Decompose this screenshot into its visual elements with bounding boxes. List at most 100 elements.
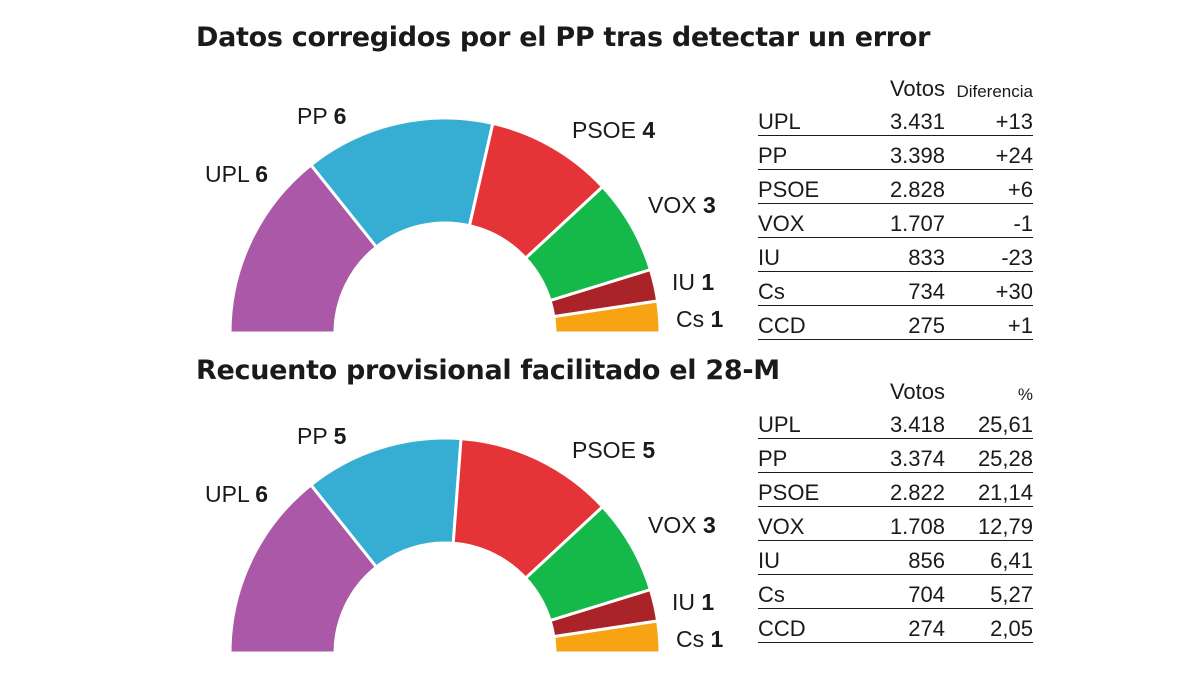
party-cell: IU (758, 237, 833, 272)
party-cell: UPL (758, 405, 833, 439)
party-name: IU (672, 269, 701, 295)
votes-cell: 1.708 (833, 506, 945, 541)
value-cell: 5,27 (945, 574, 1033, 609)
votes-cell: 2.822 (833, 472, 945, 507)
table-row-iu: IU 856 6,41 (758, 540, 1033, 575)
seat-label-upl: UPL 6 (205, 161, 268, 187)
votes-cell: 704 (833, 574, 945, 609)
votes-cell: 3.431 (833, 102, 945, 136)
party-cell: PP (758, 438, 833, 473)
seat-label-psoe: PSOE 5 (572, 437, 655, 463)
seat-label-cs: Cs 1 (676, 306, 724, 332)
seat-count: 6 (255, 161, 268, 187)
value-cell: +30 (945, 271, 1033, 306)
party-name: PP (297, 423, 334, 449)
table-row-psoe: PSOE 2.828 +6 (758, 169, 1033, 204)
seat-label-upl: UPL 6 (205, 481, 268, 507)
table-body: UPL 3.418 25,61 PP 3.374 25,28 PSOE 2.822 21,14 V… (758, 405, 1033, 643)
table-header: Votos Diferencia (758, 72, 1033, 102)
party-name: IU (672, 589, 701, 615)
table-row-pp: PP 3.398 +24 (758, 135, 1033, 170)
party-cell: Cs (758, 271, 833, 306)
table-row-vox: VOX 1.708 12,79 (758, 506, 1033, 541)
table-header: Votos% (758, 375, 1033, 405)
value-cell: -23 (945, 237, 1033, 272)
party-name: PP (297, 103, 334, 129)
votes-cell: 833 (833, 237, 945, 272)
seat-label-psoe: PSOE 4 (572, 117, 655, 143)
votes-cell: 275 (833, 305, 945, 340)
votes-cell: 1.707 (833, 203, 945, 238)
slice-cs (552, 619, 662, 655)
value-cell: 6,41 (945, 540, 1033, 575)
table-row-cs: Cs 734 +30 (758, 271, 1033, 306)
slice-cs (552, 299, 662, 335)
value-cell: +1 (945, 305, 1033, 340)
seat-count: 6 (334, 103, 347, 129)
table-row-psoe: PSOE 2.822 21,14 (758, 472, 1033, 507)
table-row-iu: IU 833 -23 (758, 237, 1033, 272)
votes-cell: 2.828 (833, 169, 945, 204)
table-row-vox: VOX 1.707 -1 (758, 203, 1033, 238)
column-header-party (758, 375, 833, 405)
column-header-votes: Votos (889, 379, 945, 404)
value-cell: +13 (945, 102, 1033, 136)
party-name: Cs (676, 306, 711, 332)
seat-label-iu: IU 1 (672, 269, 714, 295)
column-header-votes: Votos (889, 76, 945, 101)
votes-cell: 3.418 (833, 405, 945, 439)
value-cell: +24 (945, 135, 1033, 170)
table-row-upl: UPL 3.418 25,61 (758, 405, 1033, 439)
column-header-third: Diferencia (956, 82, 1033, 101)
value-cell: -1 (945, 203, 1033, 238)
party-cell: VOX (758, 506, 833, 541)
value-cell: 25,61 (945, 405, 1033, 439)
column-header-party (758, 72, 833, 102)
value-cell: 2,05 (945, 608, 1033, 643)
seat-label-vox: VOX 3 (648, 192, 716, 218)
votes-cell: 856 (833, 540, 945, 575)
party-name: PSOE (572, 437, 642, 463)
seat-count: 1 (711, 626, 724, 652)
seat-label-pp: PP 5 (297, 423, 347, 449)
column-header-third: % (1017, 385, 1033, 404)
party-cell: CCD (758, 608, 833, 643)
party-cell: UPL (758, 102, 833, 136)
party-cell: PP (758, 135, 833, 170)
seat-count: 3 (703, 192, 716, 218)
seat-count: 5 (334, 423, 347, 449)
seat-count: 3 (703, 512, 716, 538)
votes-cell: 274 (833, 608, 945, 643)
chart-title-provisional: Recuento provisional facilitado el 28-M (196, 355, 780, 386)
seat-count: 4 (642, 117, 655, 143)
value-cell: +6 (945, 169, 1033, 204)
seat-count: 6 (255, 481, 268, 507)
table-row-cs: Cs 704 5,27 (758, 574, 1033, 609)
votes-cell: 3.374 (833, 438, 945, 473)
votes-cell: 3.398 (833, 135, 945, 170)
value-cell: 25,28 (945, 438, 1033, 473)
seat-count: 5 (642, 437, 655, 463)
chart-title-corrected: Datos corregidos por el PP tras detectar… (196, 22, 931, 53)
party-name: PSOE (572, 117, 642, 143)
value-cell: 12,79 (945, 506, 1033, 541)
party-name: VOX (648, 192, 703, 218)
party-cell: IU (758, 540, 833, 575)
seat-label-vox: VOX 3 (648, 512, 716, 538)
party-cell: VOX (758, 203, 833, 238)
party-cell: Cs (758, 574, 833, 609)
party-name: VOX (648, 512, 703, 538)
party-name: UPL (205, 481, 255, 507)
seat-label-cs: Cs 1 (676, 626, 724, 652)
seat-count: 1 (711, 306, 724, 332)
votes-cell: 734 (833, 271, 945, 306)
table-row-ccd: CCD 274 2,05 (758, 608, 1033, 643)
results-table-corrected: Votos Diferencia UPL 3.431 +13 PP 3.398 +24 PSO… (758, 72, 1033, 340)
table-row-upl: UPL 3.431 +13 (758, 102, 1033, 136)
table-body: UPL 3.431 +13 PP 3.398 +24 PSOE 2.828 +6 VOX 1.707… (758, 102, 1033, 340)
party-name: Cs (676, 626, 711, 652)
table-row-pp: PP 3.374 25,28 (758, 438, 1033, 473)
seat-label-pp: PP 6 (297, 103, 346, 129)
